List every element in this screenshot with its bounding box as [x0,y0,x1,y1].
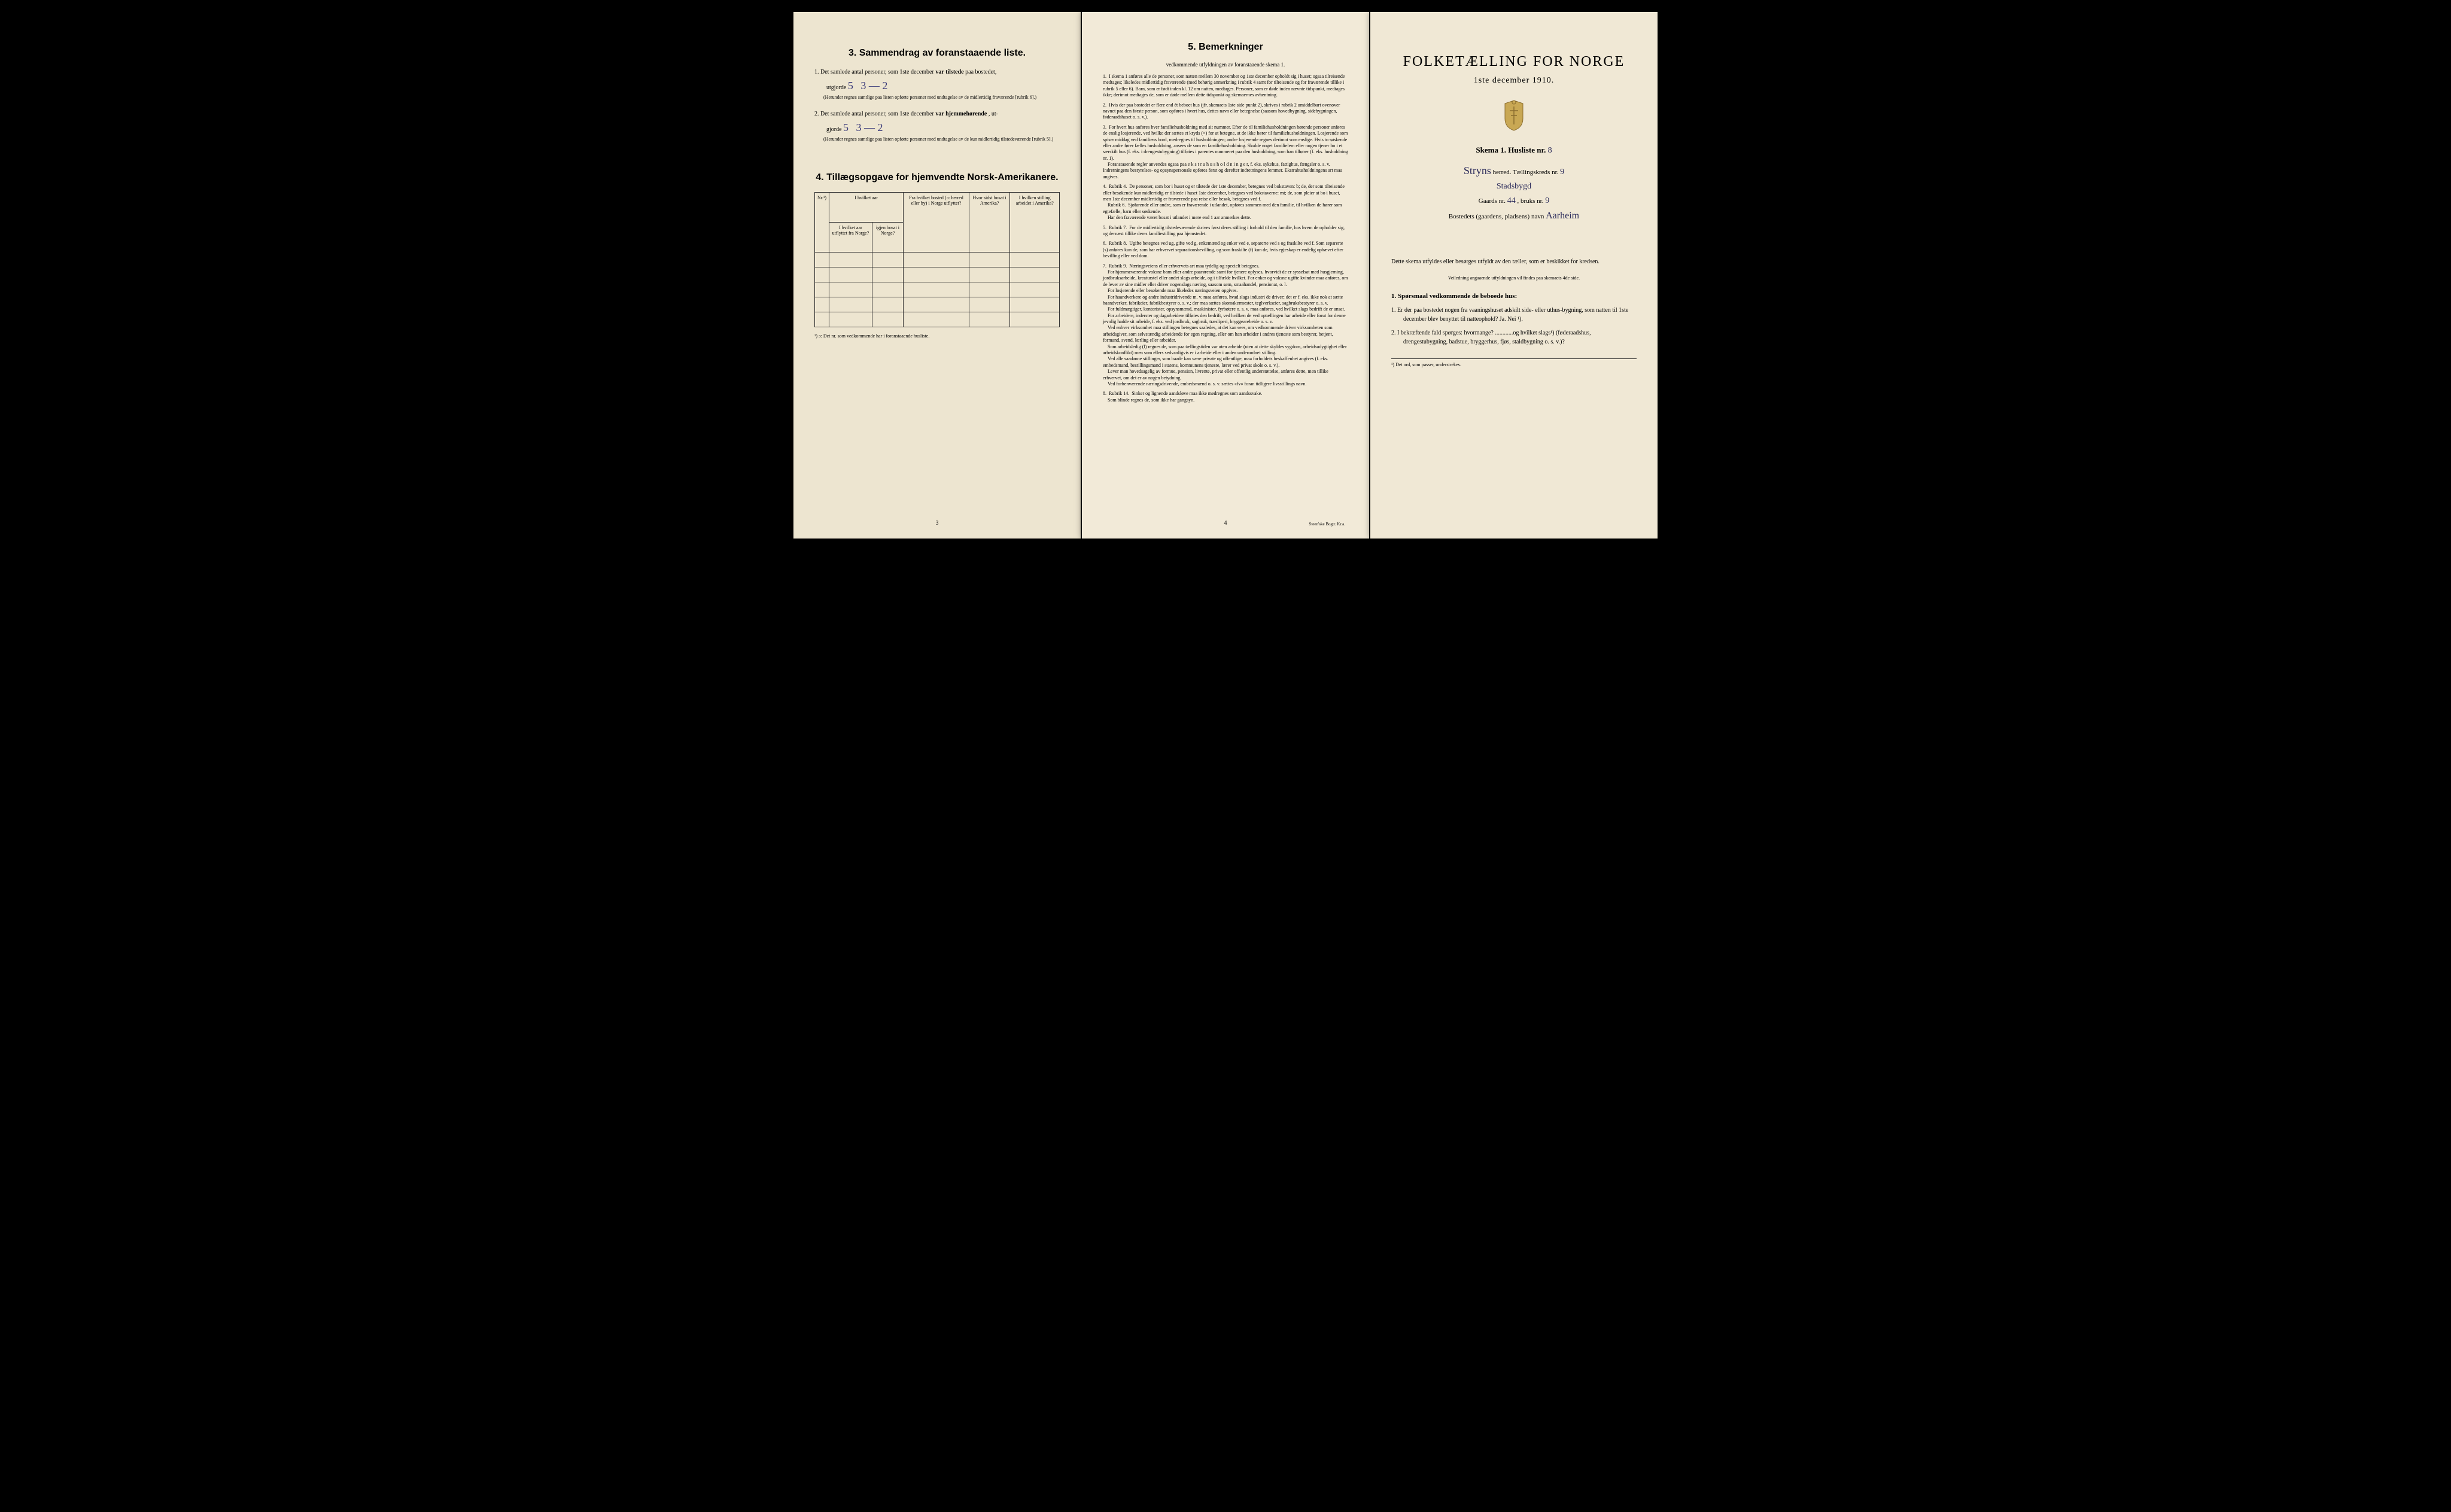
remark-item-4: 4. Rubrik 4. De personer, som bor i huse… [1103,184,1348,221]
remarks-list: 1. I skema 1 anføres alle de personer, s… [1103,74,1348,403]
date-subtitle: 1ste december 1910. [1391,76,1637,86]
item2-line2: gjorde [814,126,842,133]
item1-suffix: paa bostedet, [965,69,996,75]
gaard-prefix: Gaards nr. [1479,197,1506,205]
th-utflyttet: I hvilket aar utflyttet fra Norge? [829,223,872,252]
skema-value: 8 [1548,146,1552,155]
page-right: FOLKETÆLLING FOR NORGE 1ste december 191… [1370,12,1658,539]
item2-paren: (Herunder regnes samtlige paa listen opf… [814,136,1060,142]
main-title: FOLKETÆLLING FOR NORGE [1391,54,1637,70]
remark-item-6: 6. Rubrik 8. Ugifte betegnes ved ug, gif… [1103,241,1348,259]
item1-prefix: 1. Det samlede antal personer, som 1ste … [814,69,935,75]
section-4-title: 4. Tillægsopgave for hjemvendte Norsk-Am… [814,172,1060,183]
page-number-3: 3 [936,520,939,527]
question-1: 1. Er der paa bostedet nogen fra vaaning… [1391,306,1637,324]
section-3-item-2: 2. Det samlede antal personer, som 1ste … [814,109,1060,142]
herred-line: Stryns herred. Tællingskreds nr. 9 [1391,165,1637,177]
sub-instruction: Veiledning angaaende utfyldningen vil fi… [1391,275,1637,281]
th-aar-group: I hvilket aar [829,193,904,223]
kreds-nr: 9 [1560,168,1564,177]
table-row [815,267,1060,282]
section-1-title: 1. Spørsmaal vedkommende de beboede hus: [1391,293,1637,300]
bosted-line: Bostedets (gaardens, pladsens) navn Aarh… [1391,211,1637,221]
th-nr: Nr.¹) [815,193,829,252]
remark-item-8: 8. Rubrik 14. Sinker og lignende aandslø… [1103,391,1348,403]
item2-hw2: 3 — 2 [856,121,883,133]
sub-herred-line: Stadsbygd [1391,182,1637,191]
table-body [815,252,1060,327]
item1-hw2: 3 — 2 [860,80,887,92]
remark-item-1: 1. I skema 1 anføres alle de personer, s… [1103,74,1348,99]
item2-bold: var hjemmehørende [935,111,987,117]
printer-note: Steen'ske Bogtr. Kr.a. [1309,522,1345,527]
question-2: 2. I bekræftende fald spørges: hvormange… [1391,328,1637,346]
th-stilling: I hvilken stilling arbeidet i Amerika? [1010,193,1060,252]
item2-suffix: , ut- [989,111,998,117]
item1-paren: (Herunder regnes samtlige paa listen opf… [814,95,1060,101]
norsk-amerikanere-table: Nr.¹) I hvilket aar Fra hvilket bosted (… [814,192,1060,327]
th-igjen: igjen bosat i Norge? [872,223,903,252]
th-amerika: Hvor sidst bosat i Amerika? [969,193,1010,252]
instruction: Dette skema utfyldes eller besørges utfy… [1391,257,1637,266]
item1-line2: utgjorde [814,84,846,91]
page-number-4: 4 [1224,520,1227,527]
table-row [815,312,1060,327]
bosted-prefix: Bostedets (gaardens, pladsens) navn [1449,213,1544,220]
gaard-line: Gaards nr. 44 , bruks nr. 9 [1391,196,1637,206]
remark-item-7: 7. Rubrik 9. Næringsveiens eller erhverv… [1103,263,1348,388]
herred-name: Stryns [1464,165,1491,177]
bosted-value: Aarheim [1546,211,1579,221]
page-middle: 5. Bemerkninger vedkommende utfyldningen… [1082,12,1369,539]
table-row [815,297,1060,312]
item1-hw1: 5 [848,80,853,92]
table-row [815,282,1060,297]
section-3-title: 3. Sammendrag av foranstaaende liste. [814,48,1060,59]
section-4-footnote: ¹) ɔ: Det nr. som vedkommende har i fora… [814,333,1060,339]
herred-label: herred. Tællingskreds nr. [1493,169,1559,176]
gaard-middle: , bruks nr. [1517,197,1543,205]
right-footnote: ¹) Det ord, som passer, understrekes. [1391,358,1637,367]
section-5-subtitle: vedkommende utfyldningen av foranstaaend… [1103,62,1348,68]
remark-item-5: 5. Rubrik 7. For de midlertidig tilstede… [1103,225,1348,238]
skema-prefix: Skema 1. Husliste nr. [1476,145,1546,154]
table-row [815,252,1060,267]
remark-item-2: 2. Hvis der paa bostedet er flere end ét… [1103,102,1348,121]
section-1: 1. Spørsmaal vedkommende de beboede hus:… [1391,293,1637,346]
remark-item-3: 3. For hvert hus anføres hver familiehus… [1103,124,1348,181]
item1-bold: var tilstede [935,69,963,75]
section-3-item-1: 1. Det samlede antal personer, som 1ste … [814,68,1060,101]
coat-of-arms-icon [1499,98,1529,133]
gaards-nr: 44 [1507,196,1516,205]
sub-herred: Stadsbygd [1497,182,1531,191]
section-5-title: 5. Bemerkninger [1103,42,1348,53]
bruks-nr: 9 [1545,196,1549,205]
skema-line: Skema 1. Husliste nr. 8 [1391,145,1637,156]
item2-hw1: 5 [843,121,849,133]
page-left: 3. Sammendrag av foranstaaende liste. 1.… [793,12,1081,539]
th-bosted: Fra hvilket bosted (ɔ: herred eller by) … [904,193,969,252]
item2-prefix: 2. Det samlede antal personer, som 1ste … [814,111,935,117]
